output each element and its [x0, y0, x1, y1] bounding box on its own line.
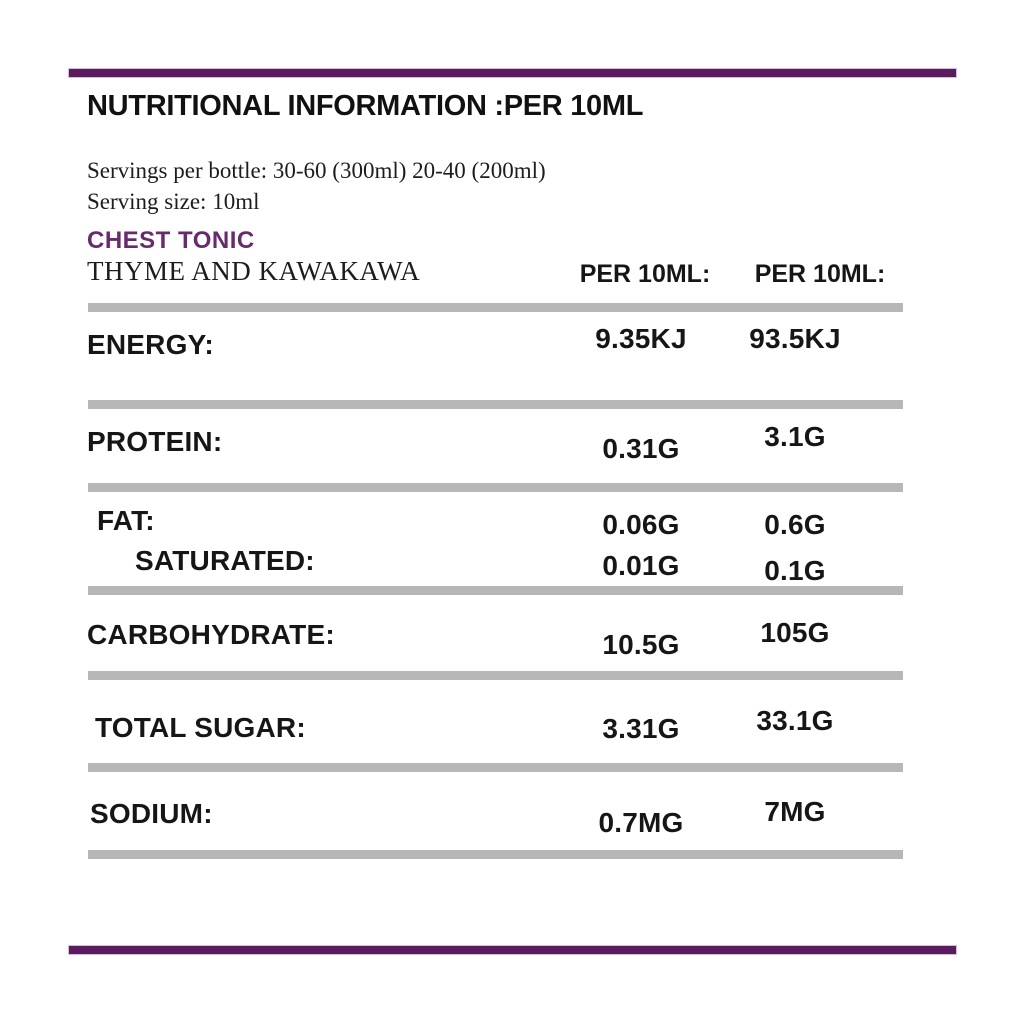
- row-value-total-sugar-col2: 33.1G: [756, 705, 834, 736]
- row-divider: [88, 400, 903, 409]
- row-divider: [88, 671, 903, 680]
- row-label-sodium: SODIUM:: [90, 798, 213, 829]
- row-divider: [88, 763, 903, 772]
- servings-per-bottle-text: Servings per bottle: 30-60 (300ml) 20-40…: [87, 158, 546, 183]
- row-label-carbohydrate: CARBOHYDRATE:: [87, 619, 335, 650]
- column-header-per-10ml-2: PER 10ML:: [754, 260, 886, 288]
- row-value-sodium-col2: 7MG: [764, 796, 826, 827]
- row-value-saturated-col2: 0.1G: [764, 555, 826, 586]
- row-label-total-sugar: TOTAL SUGAR:: [95, 712, 306, 743]
- row-divider: [88, 483, 903, 492]
- column-header-per-10ml-1: PER 10ML:: [579, 260, 711, 288]
- row-value-sodium-col1: 0.7MG: [598, 807, 684, 838]
- product-variant: THYME AND KAWAKAWA: [87, 256, 421, 286]
- row-value-energy-col1: 9.35KJ: [595, 323, 687, 354]
- row-value-protein-col1: 0.31G: [602, 433, 680, 464]
- row-value-saturated-col1: 0.01G: [602, 550, 680, 581]
- row-value-energy-col2: 93.5KJ: [749, 323, 841, 354]
- row-value-protein-col2: 3.1G: [764, 421, 826, 452]
- page-title: NUTRITIONAL INFORMATION :PER 10ML: [87, 90, 644, 122]
- row-value-total-sugar-col1: 3.31G: [602, 713, 680, 744]
- row-label-saturated: SATURATED:: [135, 545, 315, 576]
- serving-size-text: Serving size: 10ml: [87, 189, 260, 214]
- row-label-fat: FAT:: [97, 505, 155, 536]
- row-divider: [88, 586, 903, 595]
- bottom-accent-bar: [68, 945, 957, 955]
- product-name: CHEST TONIC: [87, 227, 255, 254]
- row-divider: [88, 850, 903, 859]
- row-value-carbohydrate-col2: 105G: [760, 617, 830, 648]
- row-divider: [88, 303, 903, 312]
- row-value-carbohydrate-col1: 10.5G: [602, 629, 680, 660]
- row-value-fat-col2: 0.6G: [764, 509, 826, 540]
- row-label-protein: PROTEIN:: [87, 426, 223, 457]
- row-value-fat-col1: 0.06G: [602, 509, 680, 540]
- row-label-energy: ENERGY:: [87, 329, 214, 360]
- top-accent-bar: [68, 68, 957, 78]
